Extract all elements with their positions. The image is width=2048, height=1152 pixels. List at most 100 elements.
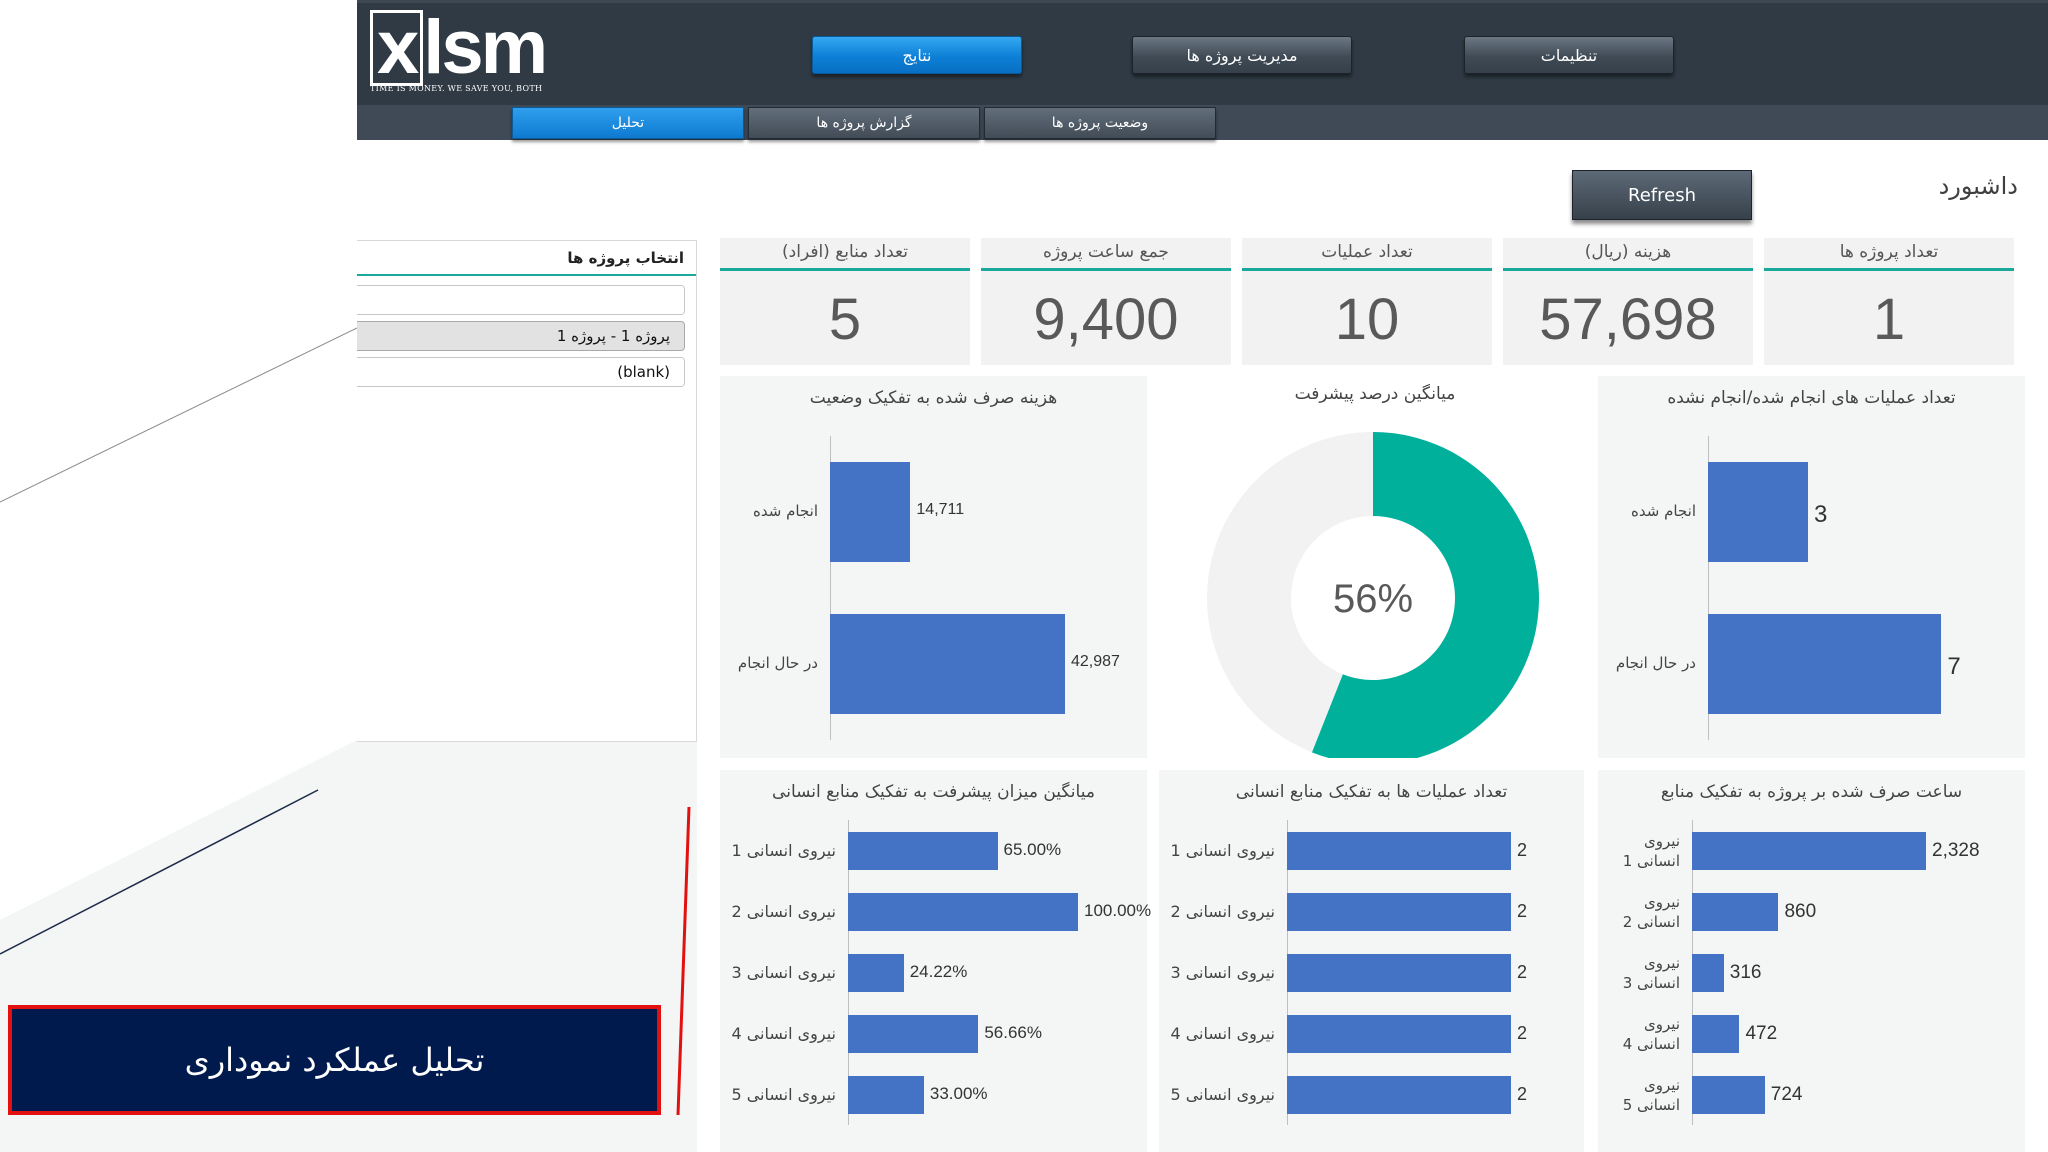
value-label: 24.22% xyxy=(909,961,968,981)
chart-bar xyxy=(830,462,911,562)
category-label: نیروی انسانی 3 xyxy=(731,962,836,982)
donut-center-label: 56% xyxy=(1333,577,1413,621)
category-label: انجام شده xyxy=(1631,502,1696,520)
kpi-value: 5 xyxy=(828,287,862,352)
subnav-analysis-button[interactable]: تحلیل xyxy=(512,107,744,139)
value-label: 724 xyxy=(1770,1083,1803,1105)
chart-cost-by-status: هزینه صرف شده به تفکیک وضعیت انجام شده 14,… xyxy=(720,376,1147,758)
chart-bar xyxy=(1287,953,1511,992)
donut-slice-remaining xyxy=(1207,432,1373,753)
value-label: 100.00% xyxy=(1084,900,1152,920)
kpi-label: تعداد عملیات xyxy=(1321,242,1413,262)
category-label: در حال انجام xyxy=(1615,654,1696,672)
kpi-label: جمع ساعت پروژه xyxy=(1043,242,1169,262)
nav-results-button[interactable]: نتایج xyxy=(812,36,1022,74)
value-label: 860 xyxy=(1784,900,1817,922)
left-decor-area xyxy=(0,0,357,1152)
chart-bar xyxy=(1708,614,1942,714)
refresh-button[interactable]: Refresh xyxy=(1572,170,1752,220)
nav-settings-button[interactable]: تنظیمات xyxy=(1464,36,1674,74)
category-label: نیروی انسانی 5 xyxy=(1622,1075,1680,1114)
kpi-value: 9,400 xyxy=(1033,287,1179,352)
chart-bar xyxy=(848,892,1078,931)
kpi-cost: هزینه (ریال) 57,698 xyxy=(1503,238,1753,365)
chart-bar xyxy=(848,1075,924,1114)
chart-bar xyxy=(1692,831,1926,870)
category-label: نیروی انسانی 5 xyxy=(731,1084,836,1104)
chart-title: میانگین میزان پیشرفت به تفکیک منابع انسا… xyxy=(772,782,1095,802)
value-label: 56.66% xyxy=(984,1022,1042,1042)
chart-ops-by-hr: تعداد عملیات ها به تفکیک منابع انسانی نیر… xyxy=(1159,770,1584,1152)
kpi-label: تعداد پروژه ها xyxy=(1839,242,1939,262)
chart-avg-progress: میانگین درصد پیشرفت 56% xyxy=(1160,376,1590,758)
value-label: 2 xyxy=(1517,961,1528,982)
slicer-item-blank[interactable]: (blank) xyxy=(357,357,685,387)
value-label: 7 xyxy=(1947,653,1961,680)
kpi-value: 1 xyxy=(1872,287,1906,352)
value-label: 42,987 xyxy=(1070,653,1120,670)
slicer-item-project-1[interactable]: پروژه 1 - پروژه 1 xyxy=(357,321,685,351)
chart-axis xyxy=(830,436,831,740)
nav-project-management-button[interactable]: مدیریت پروژه ها xyxy=(1132,36,1352,74)
kpi-accent-line xyxy=(720,268,970,271)
kpi-value: 10 xyxy=(1334,287,1400,352)
chart-bar xyxy=(1287,892,1511,931)
category-label: در حال انجام xyxy=(737,654,818,672)
value-label: 316 xyxy=(1729,961,1762,983)
value-label: 2 xyxy=(1517,1083,1528,1104)
subnav-project-status-button[interactable]: وضعیت پروژه ها xyxy=(984,107,1216,139)
chart-bar xyxy=(830,614,1065,714)
chart-title: تعداد عملیات های انجام شده/انجام نشده xyxy=(1667,388,1956,408)
kpi-project-hours: جمع ساعت پروژه 9,400 xyxy=(981,238,1231,365)
category-label: نیروی انسانی 4 xyxy=(1170,1023,1275,1043)
kpi-label: تعداد منابع (افراد) xyxy=(782,242,908,262)
category-label: نیروی انسانی 3 xyxy=(1170,962,1275,982)
donut-chart: 56% xyxy=(1207,432,1539,758)
kpi-resource-count: تعداد منابع (افراد) 5 xyxy=(720,238,970,365)
chart-bar xyxy=(1287,831,1511,870)
slicer-divider xyxy=(357,274,696,276)
category-label: نیروی انسانی 2 xyxy=(1622,892,1680,931)
kpi-accent-line xyxy=(1242,268,1492,271)
chart-title: میانگین درصد پیشرفت xyxy=(1294,384,1456,404)
chart-analysis-banner: تحلیل عملکرد نموداری xyxy=(8,1005,661,1115)
chart-bar xyxy=(1692,953,1724,992)
slicer-title: انتخاب پروژه ها xyxy=(567,249,684,267)
category-label: نیروی انسانی 2 xyxy=(731,901,836,921)
chart-avg-progress-by-hr: میانگین میزان پیشرفت به تفکیک منابع انسا… xyxy=(720,770,1151,1152)
category-label: انجام شده xyxy=(753,502,818,520)
kpi-accent-line xyxy=(981,268,1231,271)
subnav-project-report-button[interactable]: گزارش پروژه ها xyxy=(748,107,980,139)
chart-bar xyxy=(848,1014,979,1053)
chart-title: ساعت صرف شده بر پروژه به تفکیک منابع xyxy=(1660,782,1963,802)
value-label: 2 xyxy=(1517,1022,1528,1043)
value-label: 33.00% xyxy=(929,1083,988,1103)
chart-bar xyxy=(1287,1014,1511,1053)
chart-bar xyxy=(1287,1075,1511,1114)
kpi-label: هزینه (ریال) xyxy=(1584,242,1672,262)
category-label: نیروی انسانی 4 xyxy=(731,1023,836,1043)
chart-bar xyxy=(1692,1075,1765,1114)
value-label: 2 xyxy=(1517,839,1528,860)
chart-title: تعداد عملیات ها به تفکیک منابع انسانی xyxy=(1235,782,1508,802)
donut-slice-progress xyxy=(1311,432,1539,758)
xlsm-logo: xlsm TIME IS MONEY. WE SAVE YOU, BOTH xyxy=(370,5,548,93)
chart-bar xyxy=(1708,462,1808,562)
chart-hours-by-resource: ساعت صرف شده بر پروژه به تفکیک منابع نیرو… xyxy=(1598,770,2025,1152)
value-label: 2,328 xyxy=(1932,839,1980,861)
kpi-project-count: تعداد پروژه ها 1 xyxy=(1764,238,2014,365)
category-label: نیروی انسانی 1 xyxy=(1170,840,1275,860)
decor-lines xyxy=(0,327,357,1152)
value-label: 472 xyxy=(1745,1022,1778,1044)
category-label: نیروی انسانی 5 xyxy=(1170,1084,1275,1104)
page-title: داشبورد xyxy=(1938,172,2018,200)
category-label: نیروی انسانی 2 xyxy=(1170,901,1275,921)
chart-bar xyxy=(1692,1014,1740,1053)
slicer-search-input[interactable] xyxy=(357,285,685,315)
chart-ops-done-undone: تعداد عملیات های انجام شده/انجام نشده انج… xyxy=(1598,376,2025,758)
category-label: نیروی انسانی 1 xyxy=(1622,831,1680,870)
value-label: 3 xyxy=(1814,501,1828,528)
chart-bar xyxy=(1692,892,1779,931)
chart-title: هزینه صرف شده به تفکیک وضعیت xyxy=(809,388,1058,408)
value-label: 14,711 xyxy=(916,501,965,518)
